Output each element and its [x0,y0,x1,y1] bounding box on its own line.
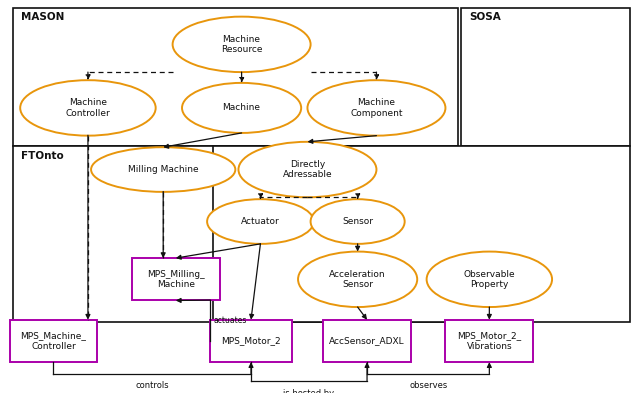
Text: AccSensor_ADXL: AccSensor_ADXL [329,336,405,345]
Text: Machine
Resource: Machine Resource [221,35,262,54]
Text: actuates: actuates [213,316,247,325]
Bar [10,320,97,362]
Bar [13,8,458,147]
Ellipse shape [298,252,417,307]
Text: Directly
Adressable: Directly Adressable [283,160,332,179]
Bar [323,320,411,362]
Text: is hosted by: is hosted by [284,389,335,393]
Bar [132,258,220,301]
Ellipse shape [310,199,404,244]
Ellipse shape [307,80,445,136]
Text: Acceleration
Sensor: Acceleration Sensor [330,270,386,289]
Text: Machine: Machine [223,103,260,112]
Ellipse shape [427,252,552,307]
Ellipse shape [173,17,310,72]
Bar [213,147,630,321]
Text: MPS_Machine_
Controller: MPS_Machine_ Controller [20,331,86,351]
Text: MPS_Milling_
Machine: MPS_Milling_ Machine [147,270,205,289]
Ellipse shape [207,199,314,244]
Text: Actuator: Actuator [241,217,280,226]
Bar [445,320,533,362]
Text: controls: controls [136,381,169,390]
Text: MPS_Motor_2: MPS_Motor_2 [221,336,281,345]
Ellipse shape [239,142,376,197]
Ellipse shape [182,83,301,133]
Text: Machine
Controller: Machine Controller [65,98,110,118]
Text: Machine
Component: Machine Component [350,98,403,118]
Ellipse shape [91,147,236,192]
Text: SOSA: SOSA [469,13,501,22]
Bar [13,147,458,321]
Ellipse shape [20,80,156,136]
Text: FTOnto: FTOnto [21,151,63,161]
Text: Milling Machine: Milling Machine [128,165,198,174]
Text: MASON: MASON [21,13,64,22]
Text: MPS_Motor_2_
Vibrations: MPS_Motor_2_ Vibrations [458,331,522,351]
Bar [461,8,630,147]
Text: Observable
Property: Observable Property [463,270,515,289]
Bar [211,320,292,362]
Text: observes: observes [409,381,447,390]
Text: Sensor: Sensor [342,217,373,226]
